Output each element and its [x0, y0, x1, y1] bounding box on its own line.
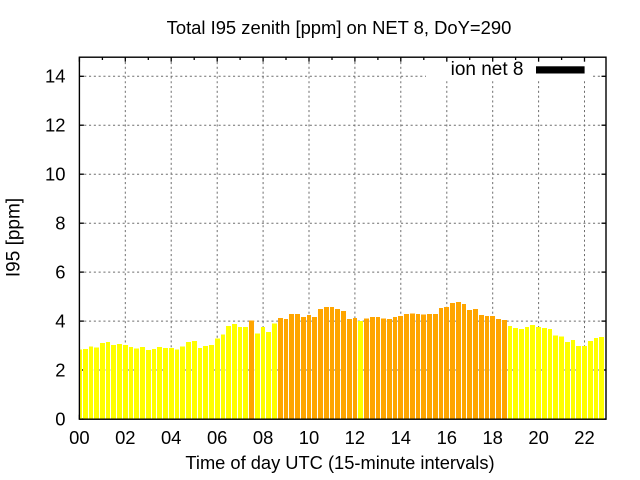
svg-text:04: 04: [161, 427, 181, 448]
svg-text:6: 6: [55, 262, 65, 283]
svg-text:I95 [ppm]: I95 [ppm]: [4, 198, 25, 277]
svg-text:10: 10: [299, 427, 319, 448]
svg-text:ion net 8: ion net 8: [451, 59, 524, 80]
svg-text:16: 16: [437, 427, 457, 448]
svg-text:02: 02: [115, 427, 135, 448]
svg-text:00: 00: [69, 427, 89, 448]
svg-text:8: 8: [55, 213, 65, 234]
svg-text:14: 14: [391, 427, 411, 448]
svg-text:4: 4: [55, 311, 65, 332]
svg-text:Time of day UTC (15-minute int: Time of day UTC (15-minute intervals): [185, 452, 494, 473]
svg-text:2: 2: [55, 359, 65, 380]
svg-text:12: 12: [345, 427, 365, 448]
svg-text:Total I95 zenith [ppm] on NET: Total I95 zenith [ppm] on NET 8, DoY=290: [167, 17, 512, 38]
svg-text:08: 08: [253, 427, 273, 448]
svg-text:18: 18: [482, 427, 502, 448]
svg-text:10: 10: [45, 164, 65, 185]
svg-text:22: 22: [574, 427, 594, 448]
svg-text:20: 20: [528, 427, 548, 448]
svg-text:12: 12: [45, 115, 65, 136]
svg-text:06: 06: [207, 427, 227, 448]
svg-text:14: 14: [45, 66, 65, 87]
svg-text:0: 0: [55, 408, 65, 429]
